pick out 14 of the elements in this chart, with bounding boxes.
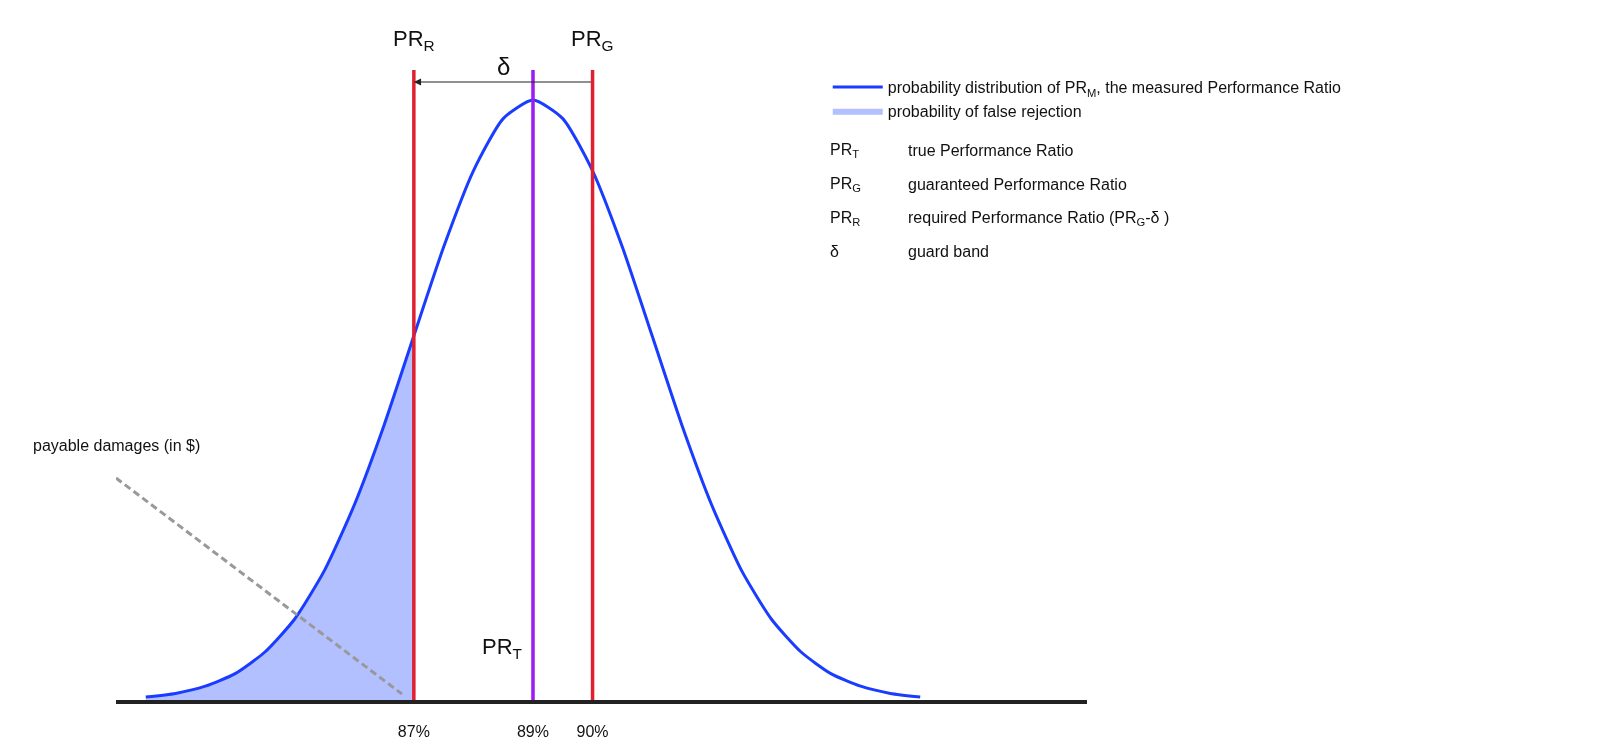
ref-line-label: PR$_{G}$: [571, 26, 614, 54]
text: PR$_{R}$ required Performance Ratio (PR$_{G}$-δ ): [830, 209, 1170, 229]
x-tick-label: 87%: [397, 723, 430, 741]
x-tick-label: 90%: [576, 723, 609, 741]
text: PR$_{G}$ guaranteed Performance Ratio: [830, 175, 1127, 195]
ref-line-label: PR$_{R}$: [393, 26, 435, 54]
ref-line-label: PR$_{T}$: [482, 634, 523, 662]
text: PR$_{T}$ true Performance Ratio: [830, 141, 1074, 161]
legend-label: probability of false rejection: [887, 102, 1082, 120]
text: δ guard band: [830, 243, 989, 260]
legend-label: probability distribution of PR$_{M}$, the measured Performance Ratio: [887, 79, 1341, 99]
x-tick-label: 89%: [516, 723, 550, 741]
text: δ: [497, 53, 511, 80]
annotation: payable damages (in $): [33, 437, 201, 454]
